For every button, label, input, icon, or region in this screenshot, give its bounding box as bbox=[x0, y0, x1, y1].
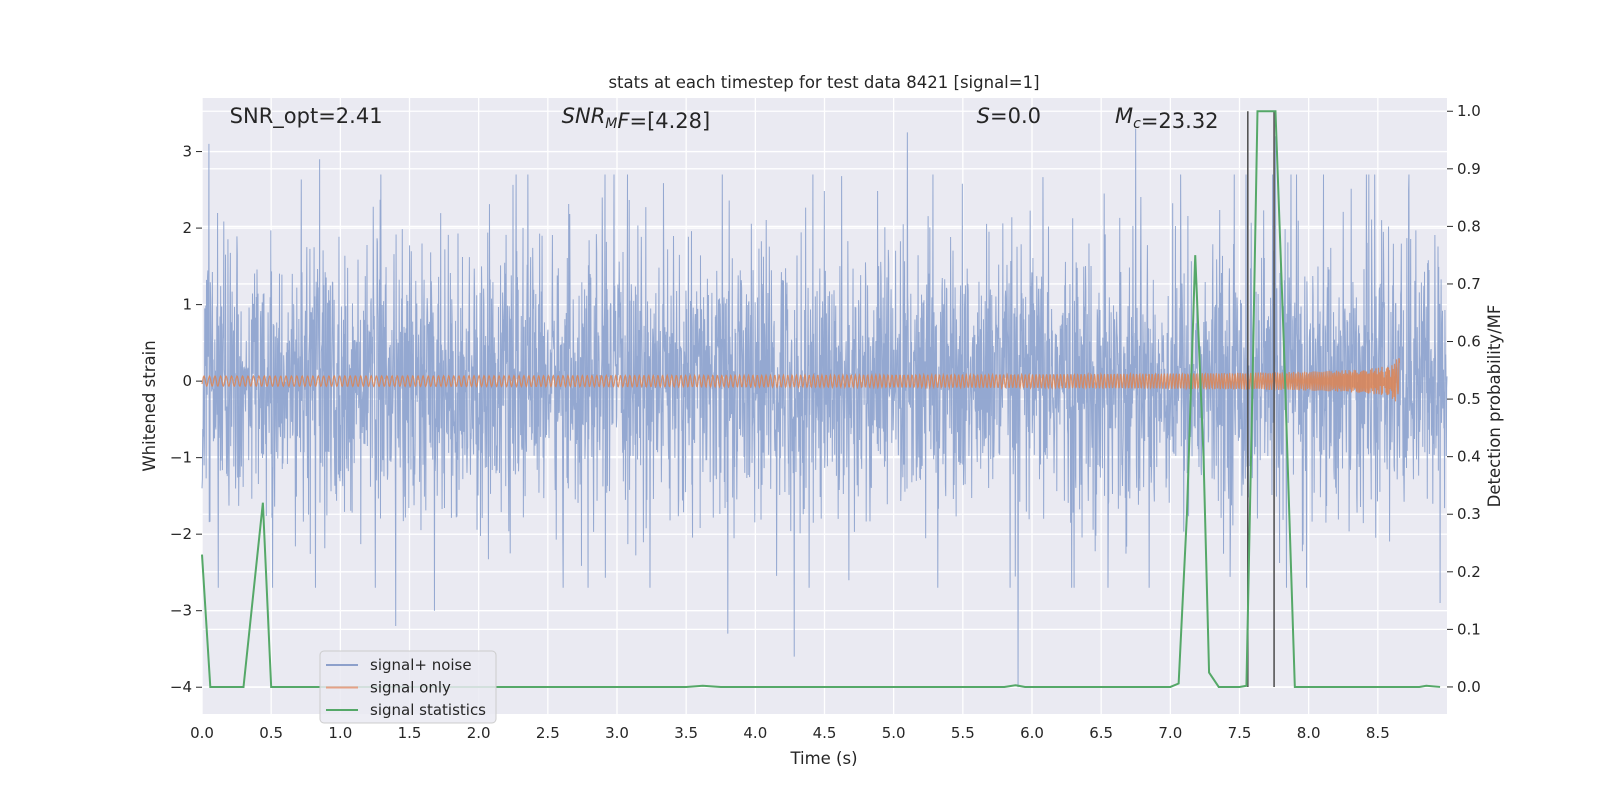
y-right-tick-label: 0.6 bbox=[1457, 333, 1481, 351]
axes-ticks: 0.0 0.5 1.0 1.5 2.0 2.5 3.0 3.5 4.0 4.5 5.0 5.5 6.0 6… bbox=[170, 102, 1481, 742]
y-axis-left-label: Whitened strain bbox=[140, 340, 159, 471]
series-signal-statistics bbox=[201, 110, 1441, 688]
y-right-tick-label: 0.4 bbox=[1457, 448, 1481, 466]
y-left-tick-label: 3 bbox=[182, 143, 192, 161]
x-tick-label: 0.5 bbox=[259, 724, 283, 742]
x-tick-label: 8.0 bbox=[1297, 724, 1321, 742]
y-left-tick-label: −3 bbox=[170, 602, 192, 620]
annotation-chirp-mass: Mc=23.32 bbox=[1115, 104, 1219, 133]
y-left-tick-label: 0 bbox=[182, 372, 192, 390]
x-tick-label: 5.0 bbox=[882, 724, 906, 742]
x-tick-label: 4.5 bbox=[813, 724, 837, 742]
y-right-tick-label: 0.1 bbox=[1457, 620, 1481, 638]
x-tick-label: 6.5 bbox=[1089, 724, 1113, 742]
signal-plus-noise-line bbox=[201, 128, 1448, 688]
annotation-part: =23.32 bbox=[1141, 109, 1219, 133]
y-right-tick-label: 1.0 bbox=[1457, 102, 1481, 120]
x-tick-label: 2.5 bbox=[536, 724, 560, 742]
y-right-tick-label: 0.7 bbox=[1457, 275, 1481, 293]
x-tick-label: 5.5 bbox=[951, 724, 975, 742]
annotation-part: SNR_opt=2.41 bbox=[230, 104, 383, 129]
x-tick-label: 4.0 bbox=[743, 724, 767, 742]
y-right-tick-label: 0.3 bbox=[1457, 505, 1481, 523]
chart-title: stats at each timestep for test data 842… bbox=[608, 73, 1039, 92]
x-tick-label: 6.0 bbox=[1020, 724, 1044, 742]
series-signal-plus-noise bbox=[201, 128, 1448, 688]
y-right-tick-label: 0.0 bbox=[1457, 678, 1481, 696]
annotation-part: =[4.28] bbox=[629, 109, 710, 133]
y-left-tick-label: −4 bbox=[170, 678, 192, 696]
x-tick-label: 8.5 bbox=[1366, 724, 1390, 742]
annotation-part: c bbox=[1133, 116, 1141, 132]
x-tick-label: 1.5 bbox=[398, 724, 422, 742]
annotation-part: =0.0 bbox=[990, 104, 1041, 128]
x-tick-label: 7.0 bbox=[1158, 724, 1182, 742]
annotations: SNR_opt=2.41 SNRMF=[4.28] S=0.0 Mc=23.32 bbox=[230, 104, 1219, 133]
x-tick-label: 1.0 bbox=[328, 724, 352, 742]
x-axis-label: Time (s) bbox=[789, 749, 857, 768]
y-right-tick-label: 0.9 bbox=[1457, 160, 1481, 178]
annotation-part: M bbox=[605, 116, 617, 132]
annotation-snr-opt: SNR_opt=2.41 bbox=[230, 104, 383, 129]
x-tick-label: 7.5 bbox=[1228, 724, 1252, 742]
signal-statistics-line bbox=[201, 110, 1441, 688]
annotation-s-value: S=0.0 bbox=[977, 104, 1041, 128]
y-right-tick-label: 0.5 bbox=[1457, 390, 1481, 408]
legend-entry-label: signal+ noise bbox=[370, 656, 472, 674]
y-left-tick-label: −1 bbox=[170, 449, 192, 467]
y-left-tick-label: 1 bbox=[182, 296, 192, 314]
x-tick-label: 2.0 bbox=[467, 724, 491, 742]
y-left-tick-label: −2 bbox=[170, 525, 192, 543]
y-right-tick-label: 0.8 bbox=[1457, 217, 1481, 235]
y-axis-right-label: Detection probability/MF bbox=[1485, 305, 1504, 508]
x-tick-label: 0.0 bbox=[190, 724, 214, 742]
annotation-part: S bbox=[977, 104, 990, 128]
annotation-snr-mf: SNRMF=[4.28] bbox=[562, 104, 711, 133]
legend-box bbox=[319, 650, 497, 724]
legend-entry-label: signal only bbox=[370, 679, 451, 697]
annotation-part: SNR bbox=[562, 104, 606, 128]
x-tick-label: 3.0 bbox=[605, 724, 629, 742]
x-tick-label: 3.5 bbox=[674, 724, 698, 742]
y-left-tick-label: 2 bbox=[182, 219, 192, 237]
annotation-part: M bbox=[1115, 104, 1133, 128]
annotation-part: F bbox=[617, 109, 630, 133]
y-right-tick-label: 0.2 bbox=[1457, 563, 1481, 581]
legend-entry-label: signal statistics bbox=[370, 701, 486, 719]
legend: signal+ noise signal only signal statistic… bbox=[319, 650, 497, 724]
